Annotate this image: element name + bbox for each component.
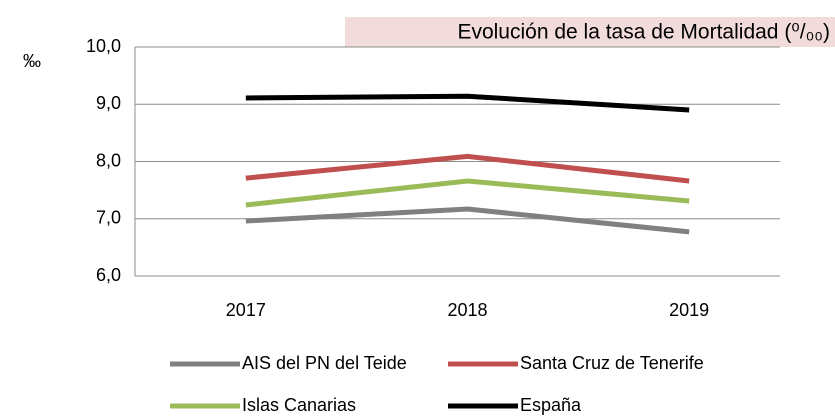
series-line [245,153,690,184]
legend-label: AIS del PN del Teide [242,353,407,373]
x-tick-label: 2017 [226,300,266,320]
title-box [345,17,835,47]
chart-title: Evolución de la tasa de Mortalidad (⁰/₀₀… [457,21,830,44]
y-axis-label: ‰ [23,51,41,71]
series-line [245,93,690,113]
y-tick-label: 9,0 [96,93,121,113]
y-tick-label: 10,0 [86,36,121,56]
legend-label: España [520,395,582,415]
y-tick-label: 6,0 [96,265,121,285]
y-tick-label: 7,0 [96,208,121,228]
x-tick-label: 2018 [447,300,487,320]
x-tick-label: 2019 [669,300,709,320]
legend-label: Santa Cruz de Tenerife [520,353,704,373]
series-line [245,178,690,208]
legend-label: Islas Canarias [242,395,356,415]
series-line [245,206,690,235]
y-tick-label: 8,0 [96,150,121,170]
